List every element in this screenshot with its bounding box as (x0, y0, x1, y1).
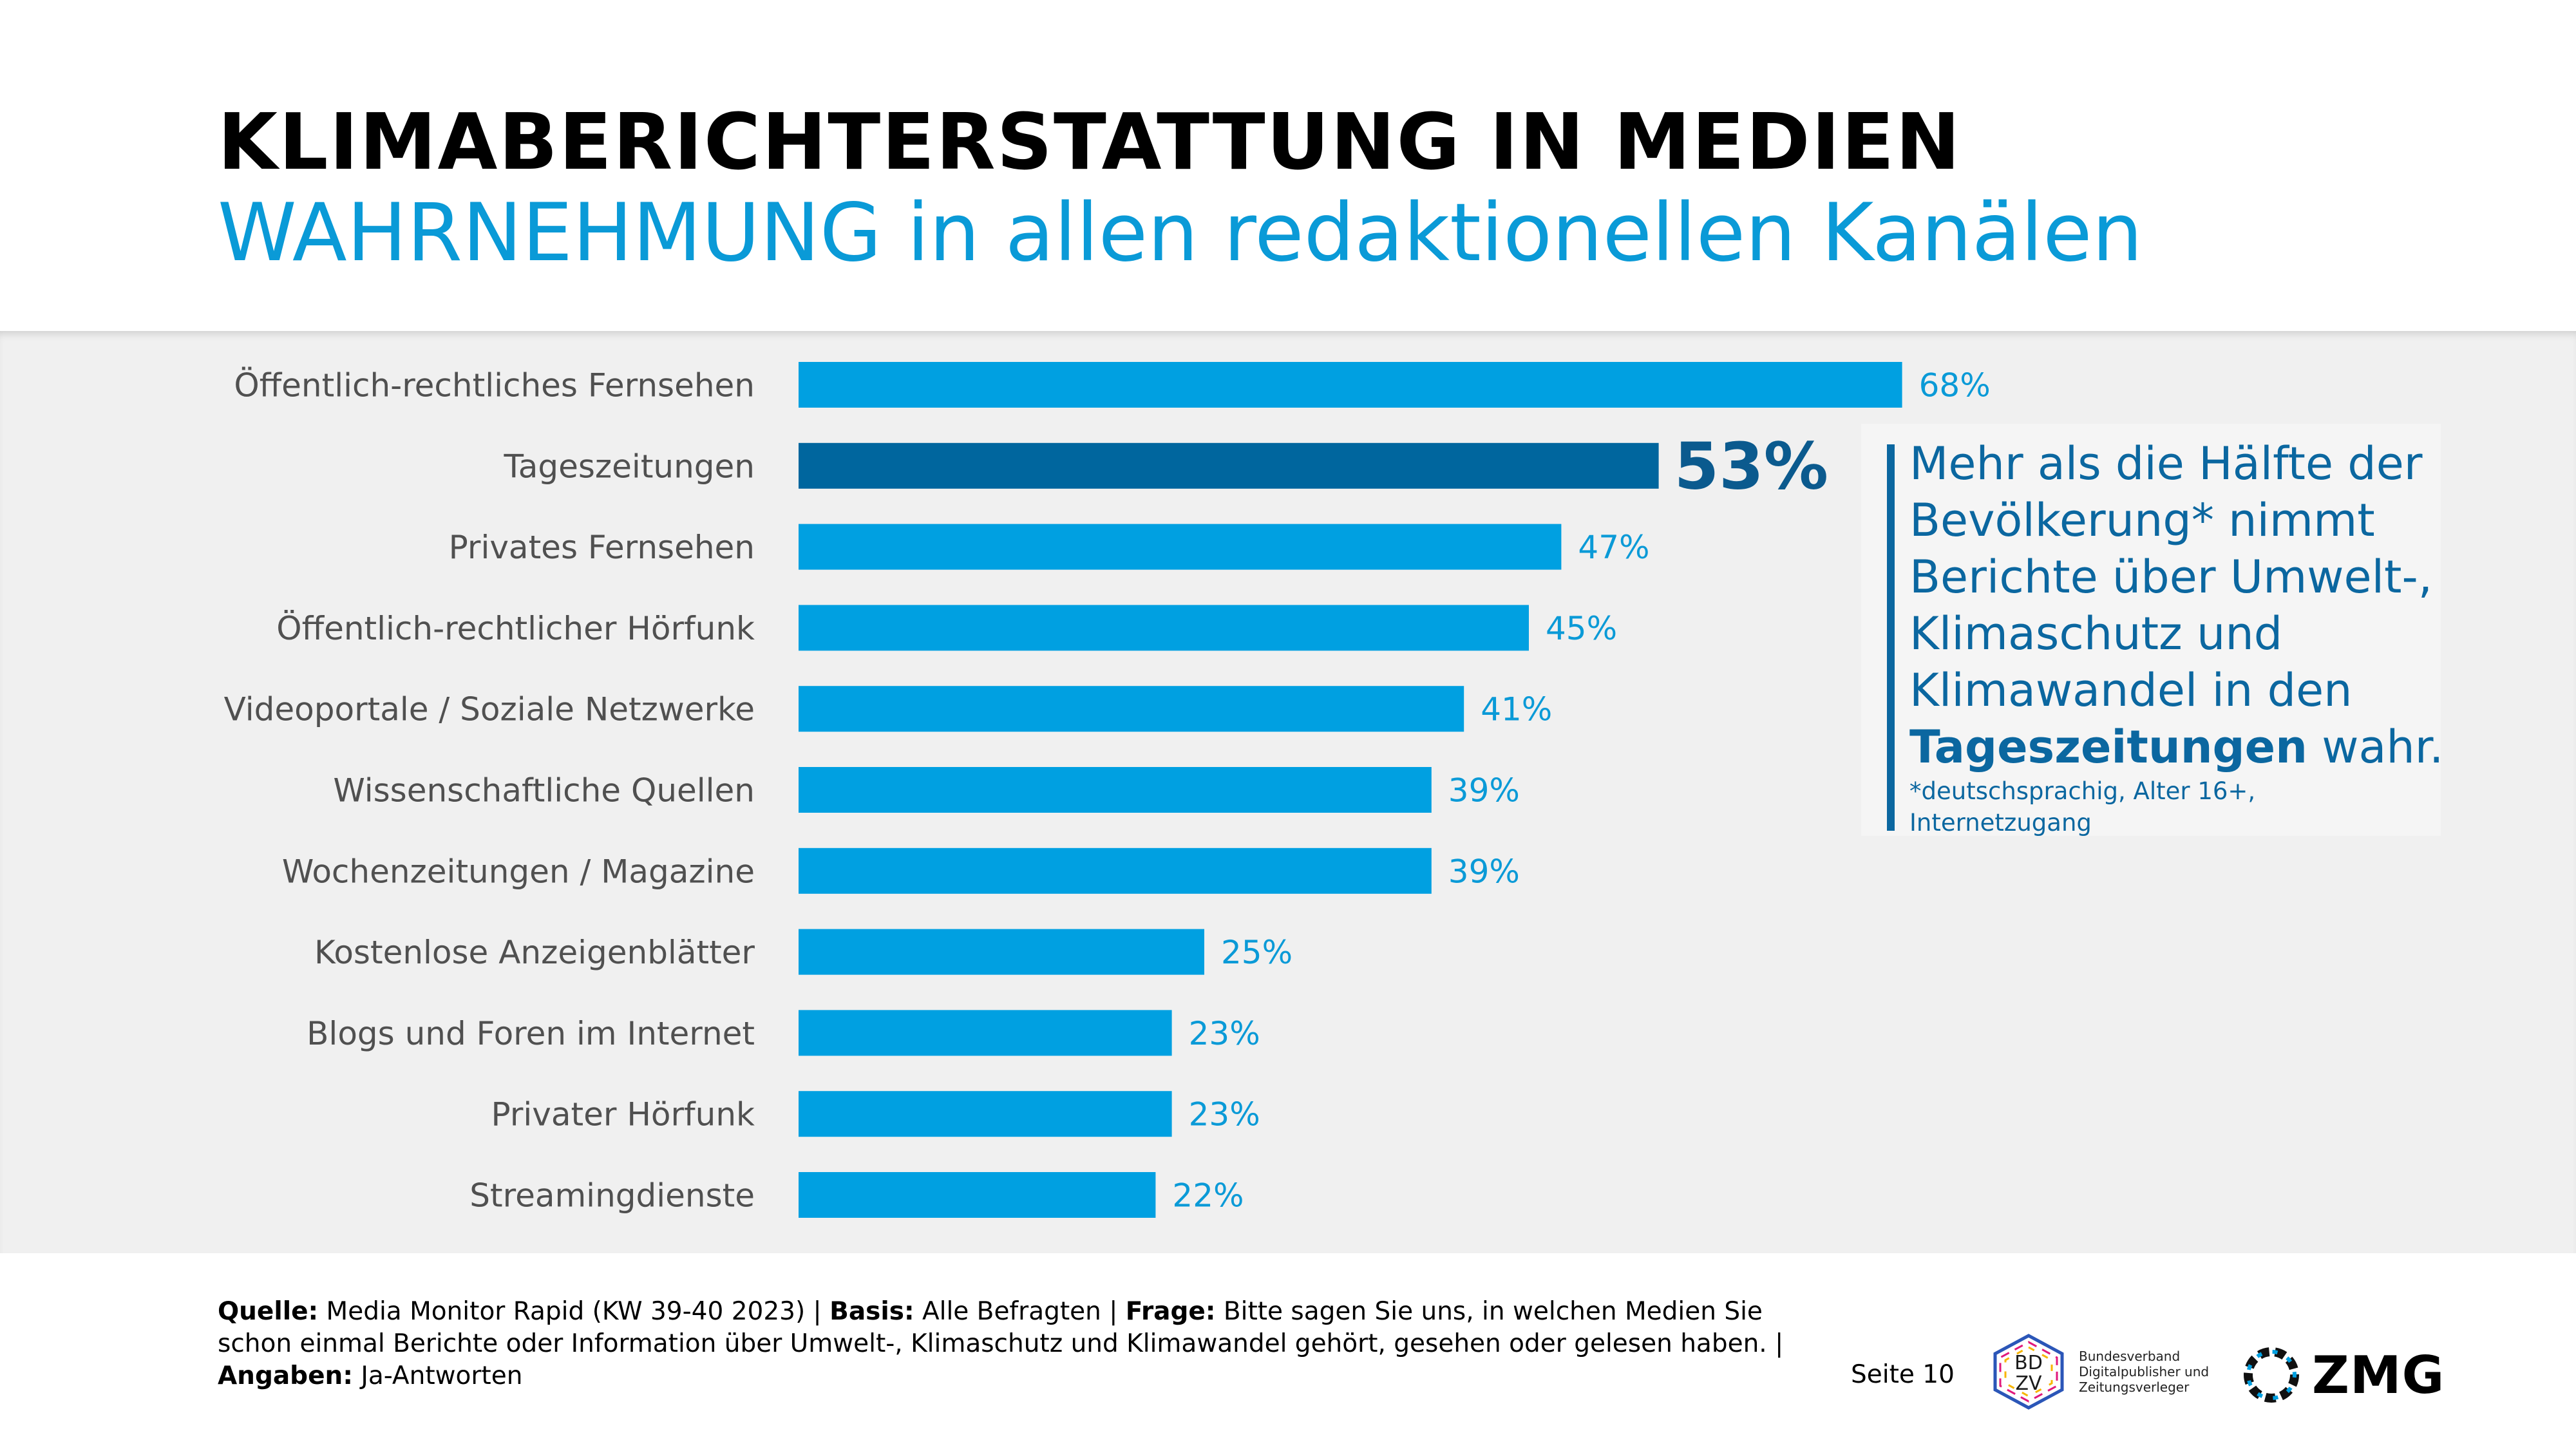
category-label-11: Streamingdienste (469, 1177, 755, 1215)
value-label-3: 47% (1578, 529, 1649, 566)
bdzv-mark-bottom: ZV (2015, 1372, 2042, 1395)
bdzv-name-line-1: Bundesverband (2079, 1349, 2181, 1364)
basis-value: Alle Befragten | (914, 1297, 1126, 1326)
answers-value: Ja-Antworten (352, 1361, 523, 1390)
bar-5 (799, 686, 1464, 732)
callout-line-4: Klimaschutz und (1909, 607, 2283, 660)
question-label: Frage: (1125, 1297, 1216, 1326)
bar-1 (799, 362, 1902, 408)
bdzv-name-line-2: Digitalpublisher und (2079, 1364, 2210, 1379)
bar-3 (799, 524, 1562, 570)
value-label-2: 53% (1674, 428, 1828, 504)
bar-11 (799, 1172, 1156, 1218)
bar-10 (799, 1091, 1172, 1137)
page-subtitle: WAHRNEHMUNG in allen redaktionellen Kanä… (218, 187, 2143, 279)
page-number: Seite 10 (1851, 1360, 1955, 1389)
category-label-1: Öffentlich-rechtliches Fernsehen (234, 367, 755, 404)
value-label-5: 41% (1481, 691, 1552, 728)
question-value: Bitte sagen Sie uns, in welchen Medien S… (218, 1297, 1784, 1358)
page-title: KLIMABERICHTERSTATTUNG IN MEDIEN (218, 98, 1962, 187)
category-label-2: Tageszeitungen (503, 448, 755, 485)
bdzv-name-line-3: Zeitungsverleger (2079, 1379, 2190, 1395)
value-label-10: 23% (1189, 1096, 1260, 1133)
value-label-4: 45% (1546, 610, 1617, 647)
bdzv-logo: BD ZV (1993, 1334, 2064, 1410)
value-label-1: 68% (1919, 367, 1991, 404)
callout-emphasis: Tageszeitungen (1909, 721, 2307, 773)
callout-line-6-tail: wahr. (2307, 721, 2444, 773)
category-label-3: Privates Fernsehen (449, 529, 755, 566)
callout-line-6: Tageszeitungen wahr. (1909, 719, 2463, 775)
source-label: Quelle: (218, 1297, 319, 1326)
category-label-6: Wissenschaftliche Quellen (333, 772, 755, 810)
value-label-8: 25% (1221, 934, 1293, 971)
zmg-wordmark: ZMG (2312, 1345, 2445, 1405)
value-label-9: 23% (1189, 1015, 1260, 1052)
callout-box (1861, 424, 2441, 836)
callout-footnote: *deutschsprachig, Alter 16+, Internetzug… (1909, 777, 2256, 837)
value-label-6: 39% (1448, 772, 1520, 810)
callout-line-5: Klimawandel in den (1909, 664, 2353, 717)
value-label-11: 22% (1172, 1177, 1244, 1215)
category-label-7: Wochenzeitungen / Magazine (282, 853, 755, 890)
answers-label: Angaben: (218, 1361, 353, 1390)
basis-label: Basis: (829, 1297, 914, 1326)
bar-7 (799, 848, 1432, 894)
category-label-5: Videoportale / Soziale Netzwerke (224, 691, 755, 728)
callout-line-2: Bevölkerung* nimmt (1909, 494, 2375, 547)
bar-8 (799, 929, 1204, 975)
value-label-7: 39% (1448, 853, 1520, 890)
bar-6 (799, 767, 1432, 813)
bdzv-mark-top: BD (2014, 1352, 2043, 1374)
source-value: Media Monitor Rapid (KW 39-40 2023) | (318, 1297, 830, 1326)
bar-4 (799, 605, 1529, 651)
category-label-4: Öffentlich-rechtlicher Hörfunk (276, 610, 755, 647)
callout-accent-bar (1887, 444, 1895, 831)
category-label-8: Kostenlose Anzeigenblätter (314, 934, 755, 971)
bdzv-name: Bundesverband Digitalpublisher und Zeitu… (2079, 1349, 2209, 1395)
callout-line-1: Mehr als die Hälfte der (1909, 437, 2423, 490)
zmg-logo-mark (2244, 1347, 2299, 1403)
category-label-9: Blogs und Foren im Internet (307, 1015, 755, 1052)
callout-text: Mehr als die Hälfte der Bevölkerung* nim… (1909, 435, 2463, 775)
category-label-10: Privater Hörfunk (491, 1096, 755, 1133)
bar-9 (799, 1010, 1172, 1056)
source-note: Quelle: Media Monitor Rapid (KW 39-40 20… (218, 1296, 1841, 1392)
bar-2 (799, 442, 1659, 489)
callout-line-3: Berichte über Umwelt-, (1909, 551, 2432, 603)
